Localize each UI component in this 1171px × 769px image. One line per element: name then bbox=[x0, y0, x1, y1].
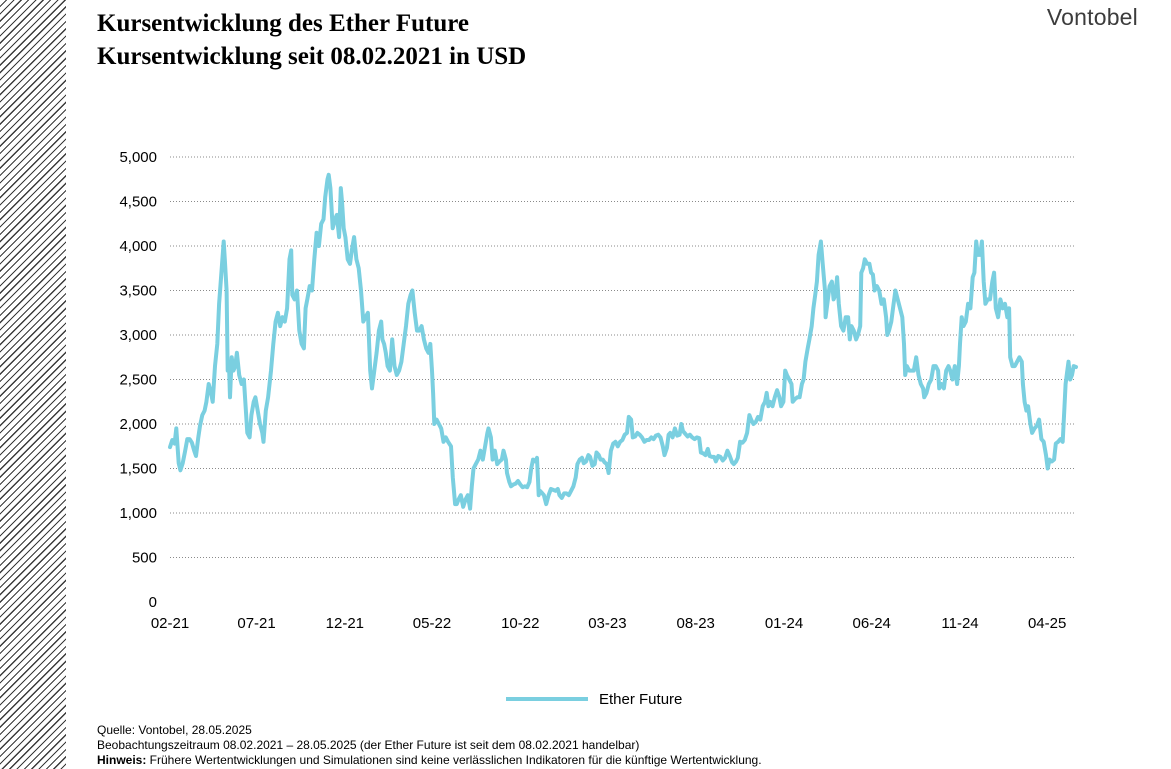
x-tick-label: 11-24 bbox=[941, 615, 978, 632]
hatch-decoration bbox=[0, 0, 66, 769]
legend: Ether Future bbox=[506, 691, 682, 708]
source-note: Quelle: Vontobel, 28.05.2025 bbox=[97, 723, 252, 737]
y-tick-label: 2,500 bbox=[119, 372, 157, 389]
chart-title: Kursentwicklung des Ether Future bbox=[97, 10, 470, 37]
x-tick-label: 01-24 bbox=[765, 615, 803, 632]
y-tick-label: 1,500 bbox=[119, 461, 157, 478]
y-tick-label: 0 bbox=[149, 594, 157, 611]
y-tick-label: 5,000 bbox=[119, 149, 157, 166]
series-layer bbox=[168, 172, 1078, 511]
y-tick-label: 1,000 bbox=[119, 505, 157, 522]
x-tick-label: 08-23 bbox=[677, 615, 715, 632]
x-tick-label: 02-21 bbox=[151, 615, 189, 632]
y-tick-label: 4,000 bbox=[119, 238, 157, 255]
footer-notes: Quelle: Vontobel, 28.05.2025 Beobachtung… bbox=[97, 723, 762, 768]
chart-subtitle: Kursentwicklung seit 08.02.2021 in USD bbox=[97, 43, 527, 70]
disclaimer-note: Hinweis: Frühere Wertentwicklungen und S… bbox=[97, 753, 762, 768]
y-tick-label: 3,000 bbox=[119, 327, 157, 344]
disclaimer-label: Hinweis: bbox=[97, 753, 147, 767]
vontobel-logo: Vontobel bbox=[1046, 4, 1138, 30]
x-tick-label: 10-22 bbox=[501, 615, 539, 632]
y-tick-label: 3,500 bbox=[119, 283, 157, 300]
x-tick-label: 04-25 bbox=[1028, 615, 1066, 632]
y-tick-label: 4,500 bbox=[119, 194, 157, 211]
grid-lines bbox=[170, 156, 1076, 558]
series-line-ether-future bbox=[168, 172, 1078, 511]
x-tick-label: 03-23 bbox=[588, 615, 626, 632]
y-tick-label: 500 bbox=[132, 550, 157, 567]
disclaimer-text: Frühere Wertentwicklungen und Simulation… bbox=[146, 753, 762, 767]
x-tick-label: 06-24 bbox=[853, 615, 891, 632]
legend-label: Ether Future bbox=[599, 691, 682, 708]
period-note: Beobachtungszeitraum 08.02.2021 – 28.05.… bbox=[97, 738, 640, 752]
x-tick-label: 05-22 bbox=[413, 615, 451, 632]
y-axis-labels: 0 500 1,000 1,500 2,000 2,500 3,000 3,500 4,000 4… bbox=[119, 149, 157, 611]
x-axis-labels: 02-21 07-21 12-21 05-22 10-22 03-23 08-23 01-24… bbox=[151, 615, 1067, 632]
x-tick-label: 12-21 bbox=[326, 615, 364, 632]
y-tick-label: 2,000 bbox=[119, 416, 157, 433]
x-tick-label: 07-21 bbox=[237, 615, 275, 632]
